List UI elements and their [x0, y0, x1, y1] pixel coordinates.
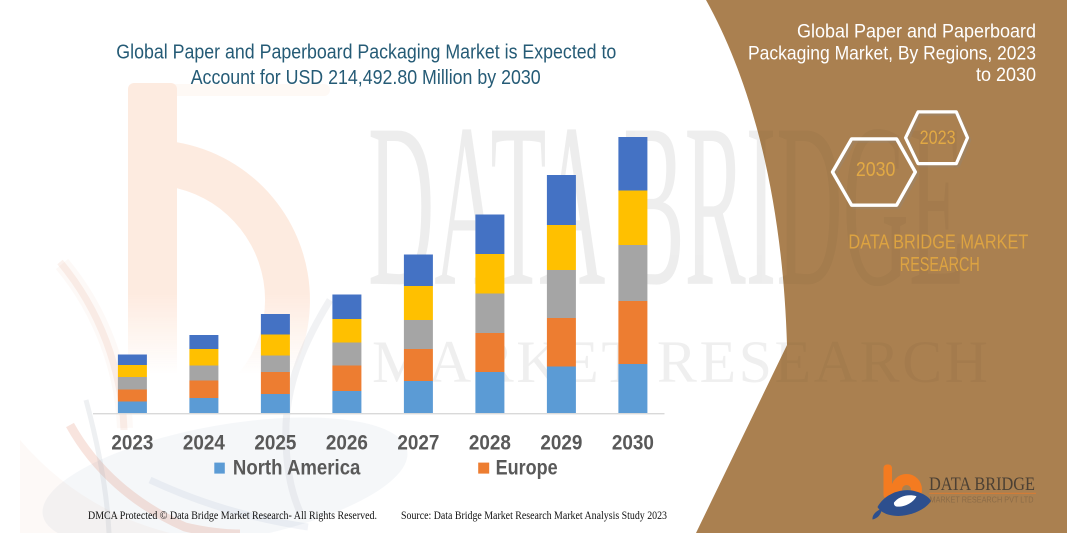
svg-text:MARKET RESEARCH: MARKET RESEARCH — [372, 329, 1012, 395]
svg-text:2030: 2030 — [856, 159, 896, 181]
svg-text:2026: 2026 — [326, 432, 368, 455]
svg-text:2028: 2028 — [469, 432, 511, 455]
svg-text:MARKET RESEARCH PVT LTD: MARKET RESEARCH PVT LTD — [930, 496, 1034, 505]
svg-text:DATA BRIDGE: DATA BRIDGE — [368, 76, 965, 336]
svg-text:Global Paper and Paperboard: Global Paper and Paperboard — [797, 20, 1036, 42]
svg-text:RESEARCH: RESEARCH — [900, 254, 980, 276]
svg-text:2027: 2027 — [397, 432, 439, 455]
svg-text:2024: 2024 — [183, 432, 225, 455]
svg-text:DATA BRIDGE: DATA BRIDGE — [929, 474, 1035, 495]
svg-text:Account for USD 214,492.80 Mil: Account for USD 214,492.80 Million by 20… — [191, 66, 541, 89]
svg-text:2023: 2023 — [111, 432, 153, 455]
svg-text:2025: 2025 — [254, 432, 296, 455]
svg-text:Europe: Europe — [496, 457, 558, 480]
svg-text:Source: Data Bridge Market Res: Source: Data Bridge Market Research Mark… — [401, 510, 667, 522]
svg-text:to 2030: to 2030 — [976, 64, 1036, 86]
svg-text:2030: 2030 — [612, 432, 654, 455]
svg-text:DATA BRIDGE MARKET: DATA BRIDGE MARKET — [848, 231, 1028, 253]
svg-text:2023: 2023 — [920, 128, 956, 149]
svg-text:2029: 2029 — [540, 432, 582, 455]
svg-text:North America: North America — [233, 457, 361, 480]
svg-text:Global Paper and Paperboard Pa: Global Paper and Paperboard Packaging Ma… — [116, 40, 616, 63]
svg-text:DMCA Protected © Data Bridge M: DMCA Protected © Data Bridge Market Rese… — [88, 510, 377, 522]
svg-text:Packaging Market, By Regions,: Packaging Market, By Regions, 2023 — [748, 43, 1036, 65]
